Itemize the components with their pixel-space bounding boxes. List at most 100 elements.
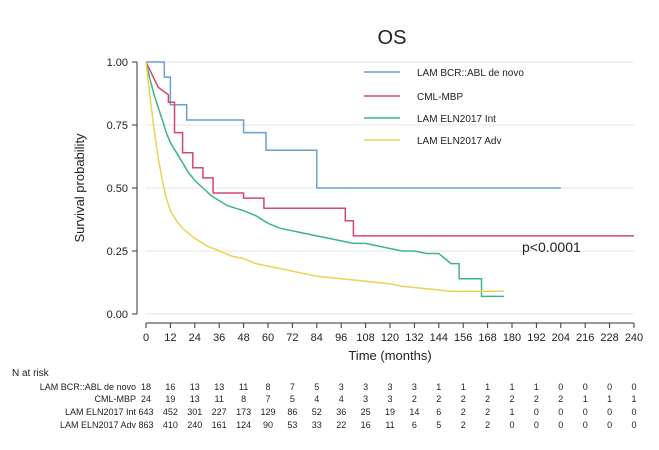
risk-cell: 0 xyxy=(583,382,588,392)
risk-cell: 4 xyxy=(314,394,319,404)
x-tick-label: 96 xyxy=(335,332,347,344)
risk-cell: 13 xyxy=(190,382,200,392)
risk-cell: 33 xyxy=(312,420,322,430)
x-tick-label: 108 xyxy=(356,332,374,344)
risk-cell: 0 xyxy=(558,382,563,392)
x-tick-label: 84 xyxy=(311,332,323,344)
risk-cell: 1 xyxy=(509,407,514,417)
risk-cell: 0 xyxy=(534,407,539,417)
risk-cell: 22 xyxy=(336,420,346,430)
risk-cell: 2 xyxy=(485,407,490,417)
risk-cell: 7 xyxy=(265,394,270,404)
risk-cell: 6 xyxy=(436,407,441,417)
risk-cell: 2 xyxy=(461,394,466,404)
legend-label: LAM BCR::ABL de novo xyxy=(417,68,524,79)
risk-cell: 52 xyxy=(312,407,322,417)
risk-cell: 643 xyxy=(138,407,153,417)
risk-cell: 0 xyxy=(534,420,539,430)
risk-cell: 0 xyxy=(607,420,612,430)
risk-cell: 11 xyxy=(215,394,224,404)
x-tick-label: 228 xyxy=(600,332,618,344)
y-tick-label: 0.00 xyxy=(107,309,128,321)
risk-row-label: CML-MBP xyxy=(94,394,136,404)
risk-cell: 301 xyxy=(187,407,202,417)
risk-cell: 410 xyxy=(163,420,178,430)
risk-cell: 18 xyxy=(141,382,151,392)
series-line-4 xyxy=(145,61,504,293)
risk-cell: 11 xyxy=(385,420,394,430)
series-line-1 xyxy=(146,61,561,189)
risk-cell: 0 xyxy=(509,420,514,430)
risk-cell: 53 xyxy=(287,420,297,430)
x-tick-label: 204 xyxy=(552,332,570,344)
risk-cell: 2 xyxy=(436,394,441,404)
risk-cell: 3 xyxy=(363,394,368,404)
x-tick-label: 24 xyxy=(189,332,201,344)
risk-cell: 8 xyxy=(265,382,270,392)
p-value-annotation: p<0.0001 xyxy=(522,239,581,255)
x-tick-label: 240 xyxy=(625,332,643,344)
risk-cell: 3 xyxy=(412,382,417,392)
y-tick-label: 1.00 xyxy=(107,57,128,69)
axes: 0.00 0.25 0.50 0.75 1.00 0 12 24 36 48 60 72 84 96 108… xyxy=(107,57,644,344)
legend-label: LAM ELN2017 Adv xyxy=(417,136,502,147)
x-tick-label: 120 xyxy=(381,332,399,344)
x-tick-label: 168 xyxy=(478,332,496,344)
risk-cell: 1 xyxy=(485,382,490,392)
risk-cell: 0 xyxy=(583,420,588,430)
risk-cell: 86 xyxy=(287,407,297,417)
x-tick-label: 132 xyxy=(405,332,423,344)
x-tick-label: 180 xyxy=(503,332,521,344)
risk-cell: 0 xyxy=(631,407,636,417)
risk-cell: 13 xyxy=(190,394,200,404)
risk-cell: 2 xyxy=(534,394,539,404)
risk-cell: 5 xyxy=(314,382,319,392)
risk-cell: 124 xyxy=(236,420,251,430)
risk-cell: 1 xyxy=(583,394,588,404)
risk-cell: 6 xyxy=(412,420,417,430)
risk-cell: 0 xyxy=(607,407,612,417)
risk-table-title: N at risk xyxy=(12,368,50,379)
risk-cell: 25 xyxy=(361,407,371,417)
series-line-2 xyxy=(145,61,634,237)
risk-cell: 129 xyxy=(260,407,275,417)
risk-cell: 1 xyxy=(436,382,441,392)
risk-cell: 0 xyxy=(631,420,636,430)
risk-cell: 2 xyxy=(485,394,490,404)
risk-cell: 2 xyxy=(461,420,466,430)
x-tick-label: 48 xyxy=(237,332,249,344)
x-tick-label: 36 xyxy=(213,332,225,344)
risk-cell: 227 xyxy=(212,407,227,417)
risk-table: LAM BCR::ABL de novo 18 16 13 13 11 8 7 5 3 3 3 3 1 1 1… xyxy=(40,382,637,430)
chart-title: OS xyxy=(378,27,407,49)
risk-cell: 36 xyxy=(336,407,346,417)
risk-cell: 863 xyxy=(138,420,153,430)
risk-cell: 2 xyxy=(485,420,490,430)
risk-cell: 13 xyxy=(214,382,224,392)
risk-cell: 452 xyxy=(163,407,178,417)
risk-cell: 0 xyxy=(558,407,563,417)
x-tick-label: 216 xyxy=(576,332,594,344)
risk-cell: 16 xyxy=(361,420,371,430)
risk-cell: 8 xyxy=(241,394,246,404)
risk-cell: 1 xyxy=(631,394,636,404)
y-tick-label: 0.50 xyxy=(107,183,128,195)
risk-row-label: LAM BCR::ABL de novo xyxy=(40,382,136,392)
risk-cell: 2 xyxy=(412,394,417,404)
x-tick-label: 0 xyxy=(143,332,149,344)
legend-label: LAM ELN2017 Int xyxy=(417,114,496,125)
risk-row-label: LAM ELN2017 Adv xyxy=(60,420,137,430)
risk-cell: 0 xyxy=(558,420,563,430)
risk-cell: 0 xyxy=(583,407,588,417)
risk-cell: 90 xyxy=(263,420,273,430)
risk-cell: 1 xyxy=(461,382,466,392)
risk-cell: 2 xyxy=(558,394,563,404)
x-tick-label: 156 xyxy=(454,332,472,344)
risk-cell: 7 xyxy=(290,382,295,392)
series-line-3 xyxy=(145,61,504,298)
risk-cell: 5 xyxy=(290,394,295,404)
risk-cell: 3 xyxy=(363,382,368,392)
risk-cell: 2 xyxy=(461,407,466,417)
risk-cell: 2 xyxy=(509,394,514,404)
